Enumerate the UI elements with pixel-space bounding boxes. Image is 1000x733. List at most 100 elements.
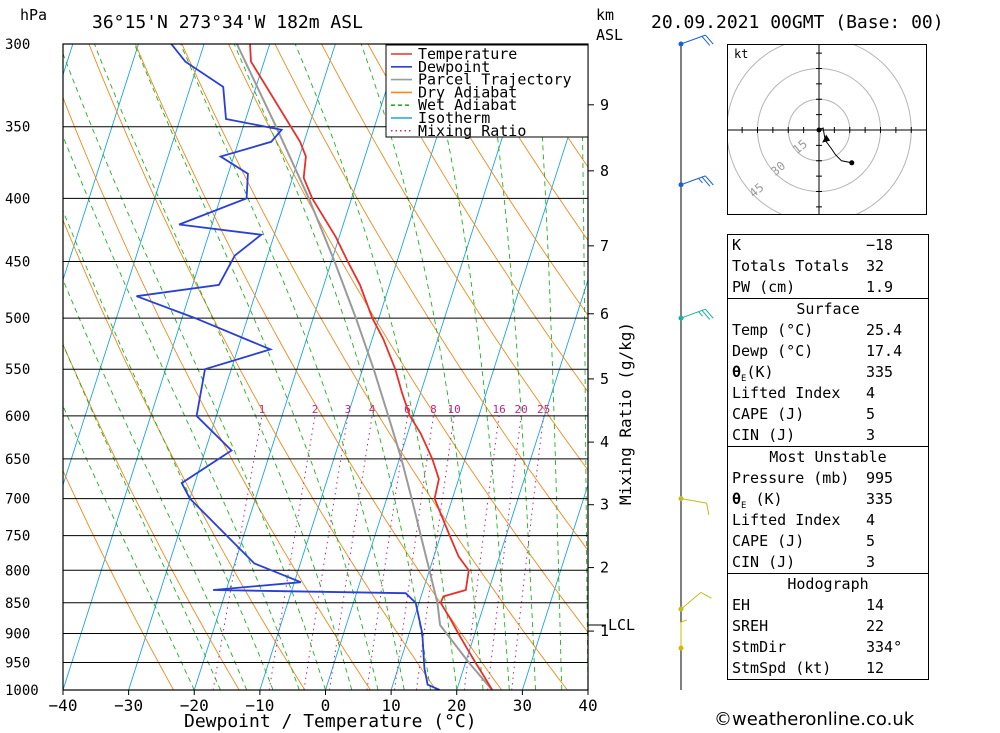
legend-label: Dry Adiabat (418, 83, 517, 101)
mixing-ratio-label: 8 (430, 403, 437, 416)
dry-adiabat-line (228, 44, 588, 634)
dewpoint-line (136, 44, 441, 690)
legend-label: Isotherm (418, 109, 490, 127)
legend-label: Dewpoint (418, 58, 490, 76)
mu-cape-value: 5 (866, 532, 876, 550)
mu-pressure-label: Pressure (mb) (732, 469, 850, 487)
wind-barb-feather (700, 591, 712, 599)
isotherm-line (63, 44, 139, 282)
height-unit-asl: ASL (596, 26, 623, 44)
height-tick-label: 1 (600, 622, 609, 640)
surface-theta-value: 335 (866, 363, 894, 381)
pressure-tick-label: 350 (5, 120, 30, 136)
mixing-ratio-line (329, 415, 373, 690)
profiles (136, 44, 493, 690)
wind-barb-feather (705, 34, 714, 45)
wet-adiabat-line (133, 44, 379, 690)
pressure-tick-label: 700 (5, 492, 30, 508)
x-axis-title: Dewpoint / Temperature (°C) (184, 711, 477, 732)
dry-adiabat-line (460, 44, 588, 242)
mixing-ratio-line (268, 415, 316, 690)
surface-cin-value: 3 (866, 426, 876, 444)
wet-adiabat-line (294, 44, 458, 690)
k-value: −18 (866, 236, 894, 254)
height-tick-label: 9 (600, 96, 609, 114)
storm-motion-arrow (822, 134, 831, 143)
dry-adiabat-line (63, 96, 371, 690)
mixing-ratio-label: 10 (447, 403, 460, 416)
dry-adiabat-line (274, 44, 588, 552)
surface-li-value: 4 (866, 384, 876, 402)
wet-adiabat-line (63, 343, 221, 690)
wind-barb-feather (701, 176, 711, 187)
hodograph-panel: 15 30 45 kt (726, 37, 927, 223)
surface-li-label: Lifted Index (732, 384, 841, 402)
dry-adiabat-line (134, 44, 503, 690)
mu-cin-value: 3 (866, 553, 876, 571)
surface-title: Surface (728, 298, 928, 320)
isotherm-line (325, 44, 533, 690)
wet-adiabat-line (63, 134, 300, 690)
pressure-tick-label: 650 (5, 452, 30, 468)
hodograph-trace (818, 127, 852, 164)
pw-label: PW (cm) (732, 278, 796, 296)
mu-cape-label: CAPE (J) (732, 532, 805, 550)
hodograph-ring-label: 30 (768, 159, 788, 179)
indices-table: K −18 Totals Totals 32 PW (cm) 1.9 Surface … (727, 234, 929, 680)
surface-temp-value: 25.4 (866, 321, 903, 339)
dry-adiabat-line (63, 343, 240, 690)
sreh-label: SREH (732, 617, 769, 635)
wind-barb-feather (701, 36, 711, 46)
dry-adiabat-line (63, 218, 306, 690)
isotherm-line (128, 44, 336, 690)
pressure-tick-label: 450 (5, 255, 30, 271)
sreh-value: 22 (866, 617, 885, 635)
mixing-ratio-line (487, 415, 522, 690)
x-axis-ticks: −40 −30 −20 −10 0 10 20 30 40 (49, 690, 598, 715)
isotherm-line (63, 44, 205, 487)
mixing-ratio-label: 4 (369, 403, 376, 416)
x-tick-label: −40 (49, 696, 78, 715)
pressure-unit-label: hPa (20, 6, 47, 24)
legend-label: Parcel Trajectory (418, 71, 572, 89)
x-tick-label: −10 (245, 696, 274, 715)
mixing-ratio-line (415, 415, 455, 690)
dry-adiabat-line (973, 44, 1000, 690)
credit-link[interactable]: ©weatheronline.co.uk (714, 709, 915, 730)
wind-barb-feather (701, 310, 711, 320)
x-tick-label: 20 (447, 696, 466, 715)
eh-label: EH (732, 596, 751, 614)
surface-dewp-value: 17.4 (866, 342, 903, 360)
wind-barb-feather (706, 503, 710, 515)
surface-cin-label: CIN (J) (732, 426, 796, 444)
height-unit-label: km (596, 6, 614, 24)
isotherm-line (521, 483, 588, 690)
height-tick-label: 6 (600, 305, 609, 323)
pressure-tick-label: 300 (5, 37, 30, 53)
legend-label: Temperature (418, 45, 517, 63)
height-tick-label: 5 (600, 370, 609, 388)
dry-adiabat-line (367, 44, 588, 393)
hodograph-unit: kt (734, 47, 748, 61)
isotherm-line (390, 73, 588, 690)
mixing-ratio-label: 1 (259, 403, 266, 416)
hodograph-title: Hodograph (728, 573, 928, 595)
mu-li-label: Lifted Index (732, 511, 841, 529)
wet-adiabat-line (63, 52, 326, 690)
height-tick-label: 8 (600, 162, 609, 180)
legend-label: Wet Adiabat (418, 96, 517, 114)
isotherm-line (456, 278, 588, 690)
mu-theta-label: θE (K) (732, 490, 783, 511)
x-tick-label: −20 (180, 696, 209, 715)
x-tick-label: 30 (513, 696, 532, 715)
wind-profile (678, 34, 714, 690)
legend-box (385, 44, 589, 138)
wet-adiabat-line (425, 44, 510, 690)
pressure-tick-label: 550 (5, 362, 30, 378)
wind-barb-shaft (680, 592, 702, 610)
stmdir-label: StmDir (732, 638, 787, 656)
mixing-ratio-label: 20 (514, 403, 527, 416)
